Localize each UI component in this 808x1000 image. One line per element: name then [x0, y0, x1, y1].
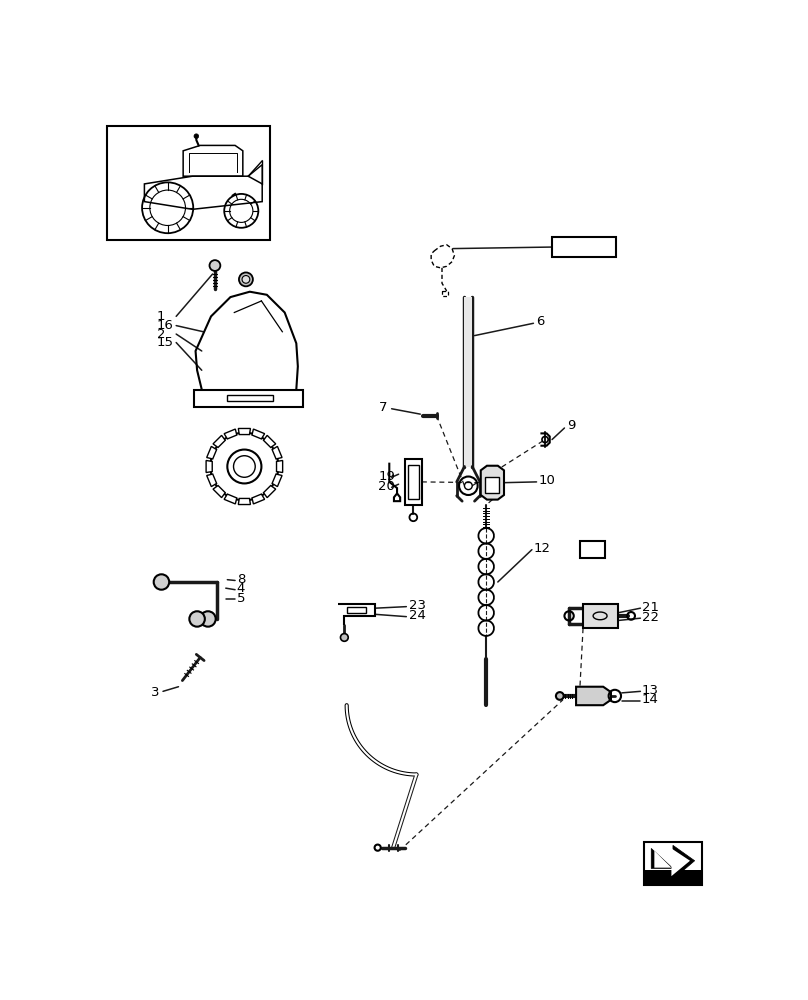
Polygon shape	[238, 428, 250, 435]
Text: 23: 23	[409, 599, 426, 612]
Bar	[347, 607, 366, 613]
Bar	[486, 477, 499, 493]
Polygon shape	[207, 446, 217, 459]
Text: 15: 15	[157, 336, 174, 349]
Bar	[465, 297, 472, 466]
Text: 6: 6	[537, 315, 545, 328]
Circle shape	[194, 134, 199, 138]
Text: 12: 12	[533, 542, 550, 555]
Text: 2: 2	[157, 328, 166, 341]
Bar	[442, 291, 448, 296]
Text: 7: 7	[378, 401, 387, 414]
Text: 22: 22	[642, 611, 659, 624]
Circle shape	[189, 611, 205, 627]
Text: 19: 19	[378, 470, 395, 483]
Text: 5: 5	[237, 592, 245, 605]
Polygon shape	[651, 845, 695, 879]
Text: 1: 1	[157, 310, 166, 323]
Text: 10: 10	[539, 474, 556, 487]
Polygon shape	[207, 474, 217, 487]
Polygon shape	[206, 460, 213, 473]
Bar	[107, 126, 270, 240]
Polygon shape	[224, 429, 237, 439]
Bar	[583, 604, 618, 628]
Text: 4: 4	[237, 582, 245, 595]
Text: 14: 14	[642, 693, 659, 706]
Polygon shape	[481, 466, 504, 500]
Text: 24: 24	[409, 609, 426, 622]
Polygon shape	[263, 486, 276, 498]
Text: 3: 3	[151, 686, 160, 699]
Text: 20: 20	[378, 480, 395, 493]
Polygon shape	[276, 460, 283, 473]
Text: 9: 9	[566, 419, 575, 432]
Polygon shape	[238, 498, 250, 505]
Polygon shape	[272, 446, 282, 459]
Text: 16: 16	[157, 319, 174, 332]
Circle shape	[209, 260, 221, 271]
Polygon shape	[252, 494, 265, 504]
Text: 13: 13	[642, 684, 659, 697]
Polygon shape	[213, 435, 225, 447]
Text: 8: 8	[237, 573, 245, 586]
Polygon shape	[576, 687, 611, 705]
Text: PAG. 2: PAG. 2	[562, 240, 606, 254]
Bar	[408, 465, 419, 499]
Polygon shape	[654, 848, 690, 876]
Polygon shape	[272, 474, 282, 487]
Circle shape	[239, 272, 253, 286]
Bar	[580, 541, 604, 558]
Bar	[405, 459, 422, 505]
Circle shape	[242, 276, 250, 283]
Text: 21: 21	[642, 601, 659, 614]
Bar	[552, 237, 616, 257]
Polygon shape	[213, 486, 225, 498]
Circle shape	[556, 692, 564, 700]
Bar	[645, 870, 701, 884]
Circle shape	[340, 634, 348, 641]
Polygon shape	[252, 429, 265, 439]
Text: 11: 11	[583, 543, 601, 557]
Circle shape	[200, 611, 216, 627]
Polygon shape	[263, 435, 276, 447]
Circle shape	[154, 574, 169, 590]
Bar	[226, 395, 273, 401]
Bar	[643, 842, 702, 885]
Polygon shape	[224, 494, 237, 504]
